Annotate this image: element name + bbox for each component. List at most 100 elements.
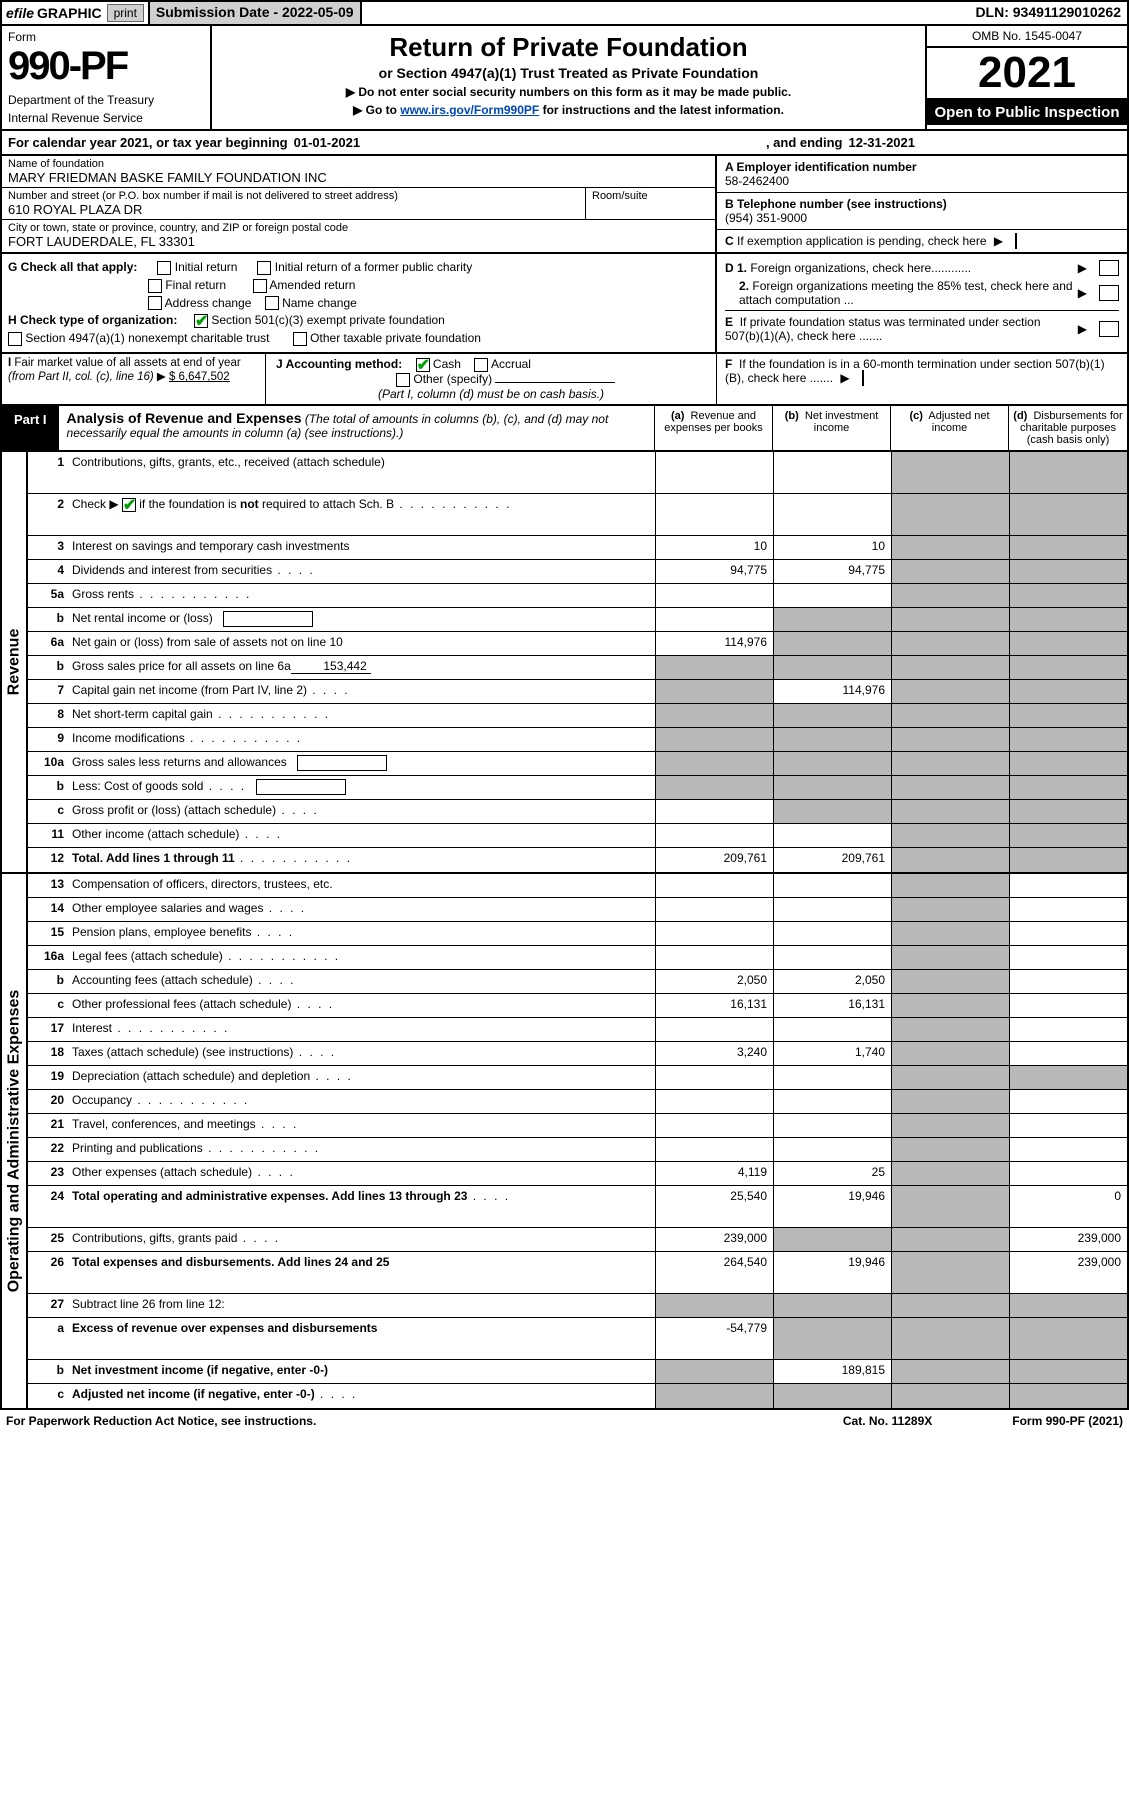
g-name-checkbox[interactable]	[265, 296, 279, 310]
ij-block: I Fair market value of all assets at end…	[0, 354, 1129, 406]
row-number: b	[28, 608, 68, 631]
data-cell	[773, 452, 891, 493]
row-number: b	[28, 656, 68, 679]
data-cell: 239,000	[1009, 1228, 1127, 1251]
data-cell: -54,779	[655, 1318, 773, 1359]
d2-checkbox[interactable]	[1099, 285, 1119, 301]
row-desc: Total operating and administrative expen…	[68, 1186, 655, 1227]
inline-input[interactable]	[256, 779, 346, 795]
data-cell: 3,240	[655, 1042, 773, 1065]
row-number: 26	[28, 1252, 68, 1293]
data-cell	[773, 1228, 891, 1251]
data-cell	[1009, 752, 1127, 775]
data-cell	[1009, 728, 1127, 751]
row-desc: Total expenses and disbursements. Add li…	[68, 1252, 655, 1293]
f-checkbox[interactable]	[862, 370, 864, 386]
phone-cell: B Telephone number (see instructions) (9…	[717, 193, 1127, 230]
row-number: 20	[28, 1090, 68, 1113]
name-label: Name of foundation	[8, 158, 709, 170]
data-cell	[1009, 680, 1127, 703]
row-desc: Pension plans, employee benefits	[68, 922, 655, 945]
data-cell: 114,976	[655, 632, 773, 655]
table-row: bGross sales price for all assets on lin…	[28, 656, 1127, 680]
g-opt-1: Initial return of a former public charit…	[275, 260, 472, 274]
data-cell	[891, 680, 1009, 703]
c-checkbox[interactable]	[1015, 233, 1017, 249]
data-cell: 2,050	[773, 970, 891, 993]
name-cell: Name of foundation MARY FRIEDMAN BASKE F…	[2, 156, 715, 188]
inline-value: 153,442	[291, 659, 371, 674]
data-cell	[891, 536, 1009, 559]
g-address-checkbox[interactable]	[148, 296, 162, 310]
h-4947-checkbox[interactable]	[8, 332, 22, 346]
data-cell	[655, 680, 773, 703]
row-desc: Gross sales price for all assets on line…	[68, 656, 655, 679]
print-button[interactable]: print	[107, 4, 144, 22]
table-row: 22Printing and publications	[28, 1138, 1127, 1162]
row-number: c	[28, 800, 68, 823]
e-checkbox[interactable]	[1099, 321, 1119, 337]
table-row: 9Income modifications	[28, 728, 1127, 752]
instr2-post: for instructions and the latest informat…	[543, 103, 784, 117]
g-row: G Check all that apply: Initial return I…	[8, 260, 709, 275]
h-501c3-checkbox[interactable]	[194, 314, 208, 328]
data-cell	[773, 1138, 891, 1161]
city-value: FORT LAUDERDALE, FL 33301	[8, 234, 709, 249]
h-other-checkbox[interactable]	[293, 332, 307, 346]
g-block: G Check all that apply: Initial return I…	[0, 254, 1129, 354]
g-final-checkbox[interactable]	[148, 279, 162, 293]
revenue-label-text: Revenue	[5, 628, 23, 695]
j-cash-checkbox[interactable]	[416, 358, 430, 372]
header-mid: Return of Private Foundation or Section …	[212, 26, 927, 129]
part1-title: Analysis of Revenue and Expenses	[67, 410, 302, 426]
data-cell	[1009, 874, 1127, 897]
row-desc: Compensation of officers, directors, tru…	[68, 874, 655, 897]
cal-mid: , and ending	[766, 135, 843, 150]
g-initial-checkbox[interactable]	[157, 261, 171, 275]
row-desc: Net short-term capital gain	[68, 704, 655, 727]
phone-value: (954) 351-9000	[725, 211, 1119, 225]
room-label: Room/suite	[592, 190, 648, 202]
d1-checkbox[interactable]	[1099, 260, 1119, 276]
e-text: If private foundation status was termina…	[725, 315, 1041, 343]
c-label-text: If exemption application is pending, che…	[737, 234, 987, 248]
inline-input[interactable]	[297, 755, 387, 771]
form-link[interactable]: www.irs.gov/Form990PF	[400, 103, 539, 117]
g-amended-checkbox[interactable]	[253, 279, 267, 293]
data-cell	[1009, 1066, 1127, 1089]
data-cell	[891, 1090, 1009, 1113]
row-number: b	[28, 776, 68, 799]
data-cell	[891, 608, 1009, 631]
row-number: 10a	[28, 752, 68, 775]
h-opt-2: Section 4947(a)(1) nonexempt charitable …	[25, 331, 269, 345]
row-number: 14	[28, 898, 68, 921]
data-cell	[773, 1066, 891, 1089]
row-desc: Taxes (attach schedule) (see instruction…	[68, 1042, 655, 1065]
j-other-checkbox[interactable]	[396, 373, 410, 387]
schB-checkbox[interactable]	[122, 498, 136, 512]
street-cell: Number and street (or P.O. box number if…	[2, 188, 585, 219]
data-cell	[891, 922, 1009, 945]
data-cell	[655, 824, 773, 847]
data-cell	[1009, 1360, 1127, 1383]
g-former-checkbox[interactable]	[257, 261, 271, 275]
g-opt-0: Initial return	[175, 260, 238, 274]
inline-input[interactable]	[223, 611, 313, 627]
open-public-badge: Open to Public Inspection	[927, 100, 1127, 125]
h-row-2: Section 4947(a)(1) nonexempt charitable …	[8, 331, 709, 346]
data-cell	[655, 1114, 773, 1137]
j-cash: Cash	[433, 357, 461, 371]
data-cell	[1009, 656, 1127, 679]
d1-row: D 1. Foreign organizations, check here..…	[725, 260, 1119, 276]
i-value: $ 6,647,502	[169, 371, 230, 383]
title-sub: or Section 4947(a)(1) Trust Treated as P…	[222, 65, 915, 81]
data-cell	[655, 776, 773, 799]
instr2-pre: ▶ Go to	[353, 103, 400, 117]
table-row: 27Subtract line 26 from line 12:	[28, 1294, 1127, 1318]
efile-label: efile	[6, 5, 34, 21]
col-d-header: (d) Disbursements for charitable purpose…	[1009, 406, 1127, 450]
j-accrual-checkbox[interactable]	[474, 358, 488, 372]
data-cell	[655, 728, 773, 751]
row-desc: Contributions, gifts, grants paid	[68, 1228, 655, 1251]
data-cell	[891, 898, 1009, 921]
